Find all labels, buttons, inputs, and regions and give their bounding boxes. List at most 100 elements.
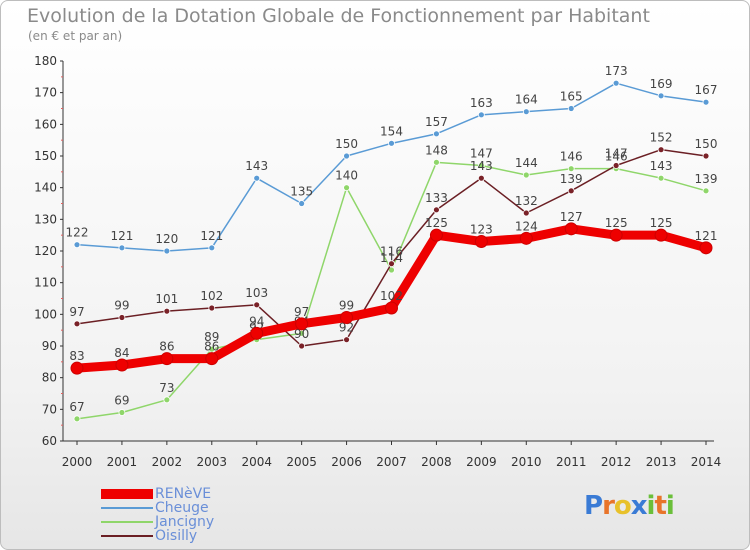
data-label-jancigny: 146	[560, 150, 583, 164]
data-point-jancigny	[702, 187, 710, 195]
data-label-cheuge: 150	[335, 137, 358, 151]
data-label-jancigny: 69	[114, 394, 129, 408]
data-point-jancigny	[343, 184, 350, 192]
data-point-jancigny	[433, 158, 440, 166]
legend-label: Cheuge	[155, 500, 209, 516]
x-tick-label: 2007	[376, 455, 407, 469]
y-tick-label: 110	[34, 276, 57, 290]
data-point-renève	[115, 358, 129, 372]
x-tick-label: 2005	[286, 455, 317, 469]
data-label-renève: 123	[470, 223, 493, 237]
data-point-oisilly	[118, 314, 126, 321]
proxiti-logo: Proxiti	[584, 491, 675, 521]
data-point-jancigny	[657, 174, 665, 182]
data-point-renève	[429, 228, 443, 242]
data-point-renève	[160, 352, 174, 366]
data-point-renève	[609, 228, 623, 242]
data-point-cheuge	[388, 139, 395, 147]
data-label-jancigny: 146	[605, 150, 628, 164]
legend-label: Jancigny	[155, 514, 215, 530]
data-label-jancigny: 140	[335, 169, 358, 183]
data-label-oisilly: 139	[560, 172, 583, 186]
data-label-oisilly: 132	[515, 194, 538, 208]
x-tick-label: 2011	[556, 455, 587, 469]
data-label-jancigny: 148	[425, 143, 448, 157]
logo-letter: i	[646, 491, 656, 521]
data-point-cheuge	[433, 130, 440, 138]
data-label-renève: 86	[159, 340, 174, 354]
data-label-oisilly: 97	[69, 305, 84, 319]
data-label-jancigny: 73	[159, 381, 174, 395]
x-tick-label: 2000	[62, 455, 93, 469]
y-tick-label: 180	[34, 54, 57, 68]
data-label-cheuge: 154	[380, 124, 403, 138]
data-label-cheuge: 169	[650, 77, 673, 91]
legend-swatch	[101, 507, 153, 509]
y-tick-label: 150	[34, 149, 57, 163]
data-label-renève: 125	[650, 216, 673, 230]
logo-letter: r	[602, 491, 615, 521]
data-label-oisilly: 92	[339, 321, 354, 335]
data-label-cheuge: 164	[515, 93, 538, 107]
data-point-renève	[340, 311, 354, 324]
data-label-renève: 83	[69, 349, 84, 363]
data-point-cheuge	[522, 108, 530, 116]
x-tick-label: 2006	[331, 455, 362, 469]
data-label-cheuge: 167	[695, 83, 718, 97]
y-tick-label: 80	[42, 371, 57, 385]
data-point-oisilly	[477, 174, 485, 182]
data-label-oisilly: 99	[114, 299, 129, 313]
data-point-cheuge	[253, 174, 261, 182]
data-label-oisilly: 152	[650, 131, 673, 145]
logo-letter: P	[584, 491, 603, 521]
data-point-renève	[474, 235, 488, 248]
data-point-renève	[70, 361, 84, 375]
data-label-oisilly: 102	[200, 289, 223, 303]
data-label-jancigny: 139	[695, 172, 718, 186]
data-label-renève: 94	[249, 314, 264, 328]
data-point-jancigny	[163, 396, 171, 404]
legend-swatch	[101, 535, 153, 537]
data-point-oisilly	[208, 304, 216, 312]
y-tick-label: 130	[34, 212, 57, 226]
data-label-jancigny: 144	[515, 156, 538, 170]
data-point-renève	[250, 326, 264, 340]
y-tick-label: 120	[34, 244, 57, 258]
data-point-oisilly	[702, 152, 710, 160]
legend-label: RENèVE	[155, 486, 212, 502]
data-label-renève: 102	[380, 289, 403, 303]
logo-letter: t	[654, 491, 666, 521]
data-label-renève: 124	[515, 219, 538, 233]
data-label-oisilly: 143	[470, 159, 493, 173]
data-point-jancigny	[522, 171, 530, 179]
data-point-jancigny	[477, 162, 485, 169]
data-label-oisilly: 150	[695, 137, 718, 151]
x-tick-label: 2001	[107, 455, 138, 469]
logo-letter: i	[665, 491, 675, 521]
data-point-renève	[519, 231, 533, 245]
data-point-renève	[564, 222, 578, 236]
x-tick-label: 2012	[601, 455, 632, 469]
data-point-cheuge	[298, 200, 306, 207]
data-label-cheuge: 120	[155, 232, 178, 246]
data-label-cheuge: 157	[425, 115, 448, 129]
data-point-cheuge	[477, 111, 485, 119]
data-label-cheuge: 121	[110, 229, 133, 243]
data-point-cheuge	[567, 105, 575, 112]
chart-title: Evolution de la Dotation Globale de Fonc…	[27, 5, 650, 27]
x-tick-label: 2003	[197, 455, 228, 469]
data-label-renève: 99	[339, 299, 354, 313]
x-tick-label: 2008	[421, 455, 452, 469]
data-label-oisilly: 103	[245, 286, 268, 300]
x-tick-label: 2004	[241, 455, 272, 469]
y-tick-label: 100	[34, 307, 57, 321]
legend-item: Oisilly	[101, 529, 214, 543]
data-label-cheuge: 122	[66, 226, 89, 240]
data-point-renève	[699, 241, 713, 255]
data-point-oisilly	[567, 187, 575, 195]
data-label-oisilly: 101	[155, 292, 178, 306]
data-point-oisilly	[163, 307, 171, 315]
data-point-oisilly	[522, 209, 530, 217]
legend: RENèVE Cheuge Jancigny Oisilly	[101, 487, 214, 543]
data-point-cheuge	[702, 98, 710, 106]
